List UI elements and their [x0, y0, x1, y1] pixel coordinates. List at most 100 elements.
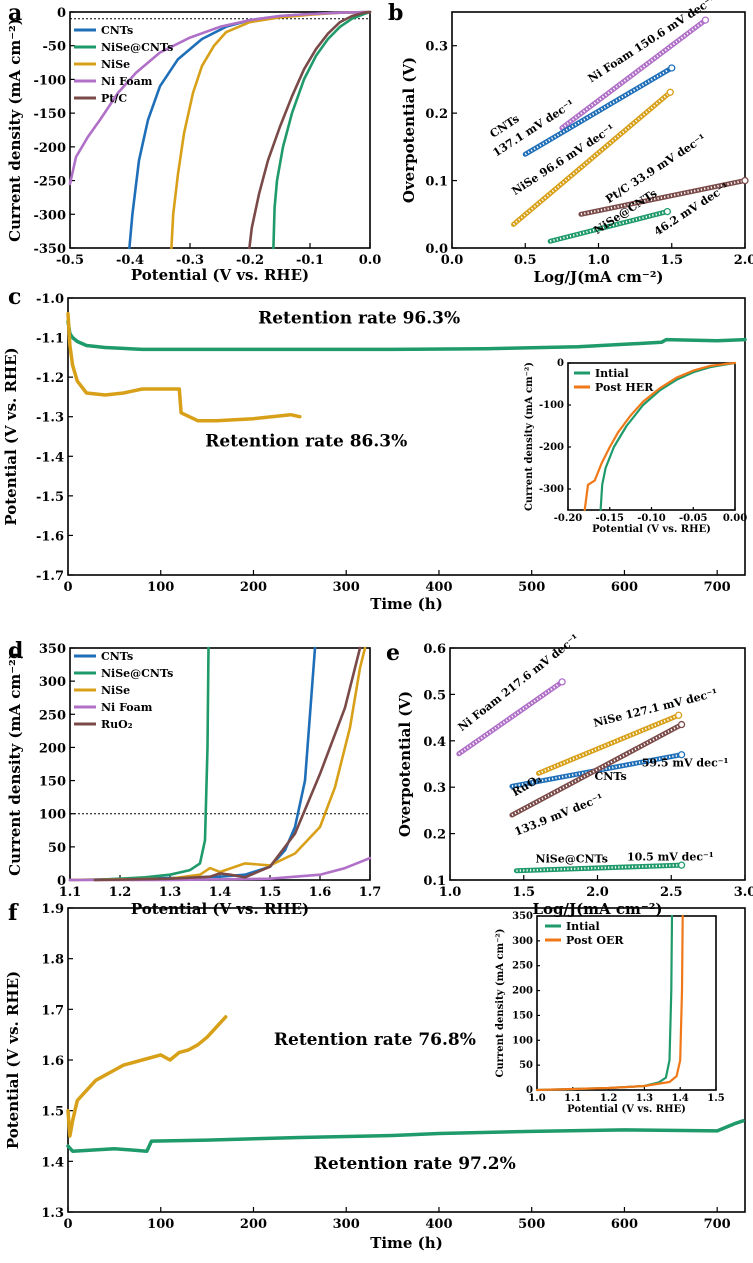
f-ylabel: Potential (V vs. RHE) — [4, 971, 22, 1149]
f-xtick-label: 200 — [240, 1217, 267, 1232]
f-inset-ytick-label: 0 — [526, 1085, 533, 1096]
c-inset-xtick-label: -0.20 — [554, 513, 583, 524]
f-series-nise-cnts — [66, 1119, 745, 1153]
c-xtick-label: 700 — [704, 580, 731, 595]
c-series-nise-cnts — [66, 319, 747, 352]
a-xtick-label: -0.1 — [296, 253, 324, 268]
c-inset-series-intial — [599, 361, 737, 512]
panel-e: 1.0 1.5 2.0 2.5 3.00.10.20.30.40.50.6 Ni Foam… — [386, 631, 753, 918]
d-legend-label-nise: NiSe — [101, 684, 130, 697]
a-ytick-label: -100 — [33, 73, 66, 88]
f-inset: 1.0 1.1 1.2 1.3 1.4 1.5 0 50 100 150 200 250 300 350 I… — [495, 911, 725, 1115]
f-inset-ytick-label: 300 — [512, 936, 533, 947]
e-xtick-label: 3.0 — [734, 885, 753, 900]
f-inset-xtick-label: 1.0 — [528, 1093, 545, 1104]
b-ytick-label: 0.2 — [425, 107, 448, 122]
b-xlabel: Log/J(mA cm⁻²) — [533, 268, 663, 286]
d-xtick-label: 1.1 — [59, 885, 82, 900]
panel-c: 0 100 200 300 400 500 600 700 -1.0 -1.1 -1.2 -1.3 -1… — [2, 284, 747, 613]
f-xtick-label: 400 — [425, 1217, 452, 1232]
panel-b: 0.0 0.5 1.0 1.5 2.00.00.10.20.3 Ni Foam 150.6… — [388, 0, 753, 286]
a-legend-label-cnts: CNTs — [101, 24, 133, 37]
d-xtick-label: 1.3 — [159, 885, 182, 900]
a-ytick-label: -50 — [43, 40, 67, 55]
a-xtick-label: 0.0 — [359, 253, 382, 268]
a-xtick-label: -0.4 — [116, 253, 144, 268]
f-inset-ytick-label: 200 — [512, 986, 533, 997]
e-points-ruo2 — [511, 723, 683, 817]
f-inset-ytick-label: 250 — [512, 961, 533, 972]
a-series-nise — [170, 10, 372, 250]
a-ytick-label: -300 — [33, 208, 66, 223]
d-xlabel: Potential (V vs. RHE) — [131, 900, 309, 918]
f-xtick-label: 700 — [704, 1217, 731, 1232]
e-annotation: NiSe@CNTs — [536, 852, 608, 865]
c-xtick-label: 200 — [240, 580, 267, 595]
f-series-nise — [66, 1015, 228, 1138]
c-inset-ytick-label: -300 — [539, 484, 564, 495]
b-xtick-label: 1.5 — [660, 253, 683, 268]
e-ytick-label: 0.3 — [423, 781, 446, 796]
c-annotation: Retention rate 86.3% — [205, 431, 407, 451]
c-inset-xlabel: Potential (V vs. RHE) — [592, 524, 711, 535]
a-legend-label-nise: NiSe — [101, 58, 130, 71]
b-endpoint-cnts — [668, 64, 676, 72]
f-inset-xtick-label: 1.5 — [707, 1093, 724, 1104]
b-xtick-label: 0.5 — [514, 253, 537, 268]
e-annotation: 133.9 mV dec⁻¹ — [513, 791, 605, 838]
f-xtick-label: 100 — [147, 1217, 174, 1232]
c-inset-ylabel: Current density (mA cm⁻²) — [524, 362, 535, 511]
c-xtick-label: 100 — [147, 580, 174, 595]
c-inset-series-post-her — [583, 361, 737, 512]
panel-a: -0.5 -0.4 -0.3 -0.2 -0.1 0.0 0 -50 -100 -150 -200 -… — [6, 0, 381, 284]
d-ytick-label: 0 — [57, 874, 66, 889]
f-inset-legend-label-intial: Intial — [566, 920, 600, 933]
c-ytick-label: -1.1 — [36, 332, 64, 347]
b-fit-nise-cnts — [547, 209, 670, 244]
c-ylabel: Potential (V vs. RHE) — [2, 347, 20, 525]
c-inset-legend-label-post-her: Post HER — [595, 381, 654, 394]
f-inset-ylabel: Current density (mA cm⁻²) — [495, 928, 506, 1077]
a-series-ni-foam — [68, 10, 372, 186]
e-xtick-label: 1.5 — [512, 885, 535, 900]
panel-letter-a: a — [8, 0, 22, 26]
d-ytick-label: 350 — [39, 642, 66, 657]
b-xtick-label: 0.0 — [441, 253, 464, 268]
e-points-cnts — [511, 753, 682, 788]
e-ytick-label: 0.1 — [423, 874, 446, 889]
e-xtick-label: 2.5 — [660, 885, 683, 900]
d-xtick-label: 1.6 — [309, 885, 332, 900]
f-ytick-label: 1.5 — [41, 1105, 64, 1120]
d-legend-label-nise-cnts: NiSe@CNTs — [101, 667, 173, 680]
f-annotation: Retention rate 76.8% — [274, 1030, 476, 1050]
d-ytick-label: 50 — [48, 841, 66, 856]
d-series-ruo2 — [93, 646, 362, 882]
a-xtick-label: -0.2 — [236, 253, 264, 268]
d-ytick-label: 300 — [39, 675, 66, 690]
f-xtick-label: 300 — [333, 1217, 360, 1232]
c-inset-ytick-label: -200 — [539, 442, 564, 453]
d-ytick-label: 200 — [39, 741, 66, 756]
e-ytick-label: 0.4 — [423, 735, 446, 750]
a-xtick-label: -0.3 — [176, 253, 204, 268]
f-inset-ytick-label: 350 — [512, 911, 533, 922]
b-ytick-label: 0.3 — [425, 40, 448, 55]
d-xtick-label: 1.5 — [259, 885, 282, 900]
c-ytick-label: -1.5 — [36, 490, 64, 505]
e-points-ni-foam — [458, 680, 563, 755]
c-inset-xtick-label: -0.15 — [595, 513, 624, 524]
a-ytick-label: -350 — [33, 242, 66, 257]
b-endpoint-pt-c — [741, 176, 749, 185]
d-ytick-label: 250 — [39, 708, 66, 723]
d-ytick-label: 100 — [39, 808, 66, 823]
d-legend-label-ni-foam: Ni Foam — [101, 701, 153, 714]
b-xtick-label: 2.0 — [734, 253, 753, 268]
e-ylabel: Overpotential (V) — [396, 691, 414, 837]
b-points-pt-c — [580, 179, 746, 216]
e-annotation: RuO₂ — [510, 772, 544, 799]
f-ytick-label: 1.8 — [41, 953, 64, 968]
c-ytick-label: -1.6 — [36, 529, 64, 544]
e-points-nise-cnts — [516, 864, 682, 872]
c-inset-legend-label-intial: Intial — [595, 367, 629, 380]
b-xtick-label: 1.0 — [587, 253, 610, 268]
